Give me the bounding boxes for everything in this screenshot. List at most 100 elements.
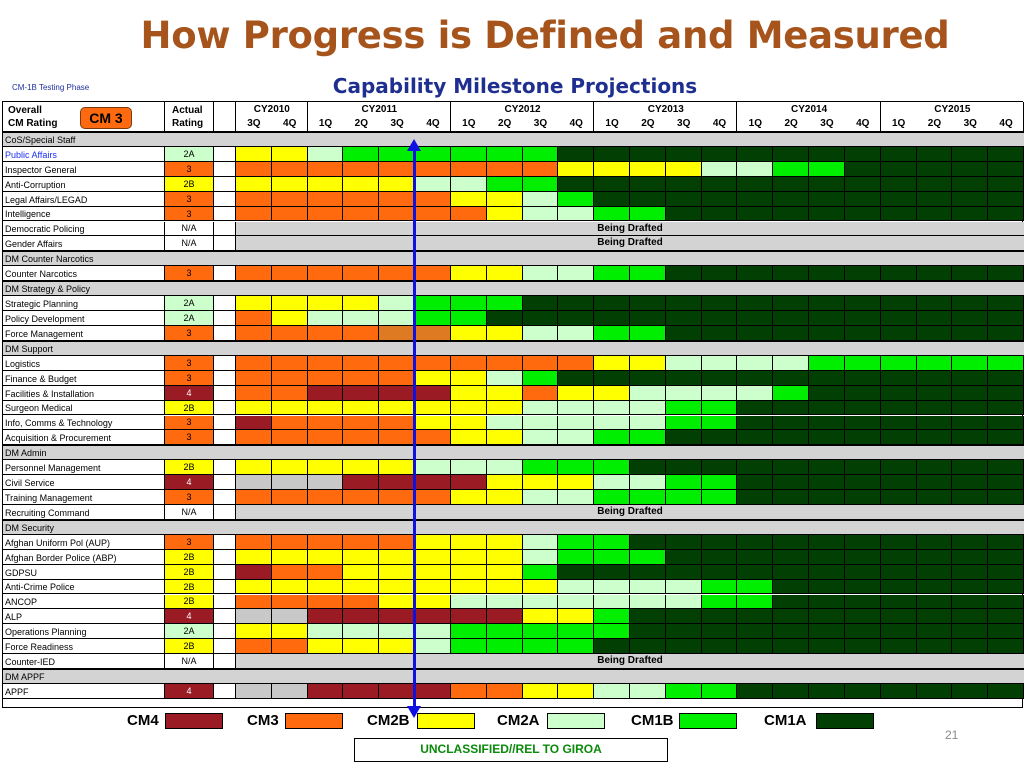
milestone-cell [343, 326, 380, 341]
milestone-cell [379, 161, 416, 177]
rating-cell: 2B [165, 579, 214, 595]
milestone-cell [486, 206, 523, 222]
milestone-cell [271, 594, 308, 610]
milestone-cell [486, 176, 523, 192]
milestone-cell [952, 326, 989, 341]
milestone-cell [629, 206, 666, 222]
milestone-cell [415, 370, 451, 386]
milestone-cell [880, 684, 917, 699]
milestone-cell [271, 161, 308, 177]
milestone-cell [809, 266, 845, 282]
milestone-cell [450, 296, 487, 312]
milestone-cell [773, 639, 810, 655]
spacer-cell [214, 147, 236, 162]
milestone-cell [236, 370, 272, 386]
table-row: Afghan Border Police (ABP) 2B [3, 549, 1024, 565]
spacer-cell [214, 609, 236, 625]
milestone-cell [486, 624, 523, 640]
milestone-cell [379, 594, 416, 610]
spacer-cell [214, 505, 236, 520]
milestone-cell [558, 206, 595, 222]
milestone-cell [558, 684, 595, 699]
row-name: Operations Planning [3, 624, 165, 640]
milestone-cell [701, 609, 738, 625]
milestone-cell [522, 594, 559, 610]
milestone-cell [415, 311, 451, 326]
milestone-cell [844, 147, 881, 162]
milestone-cell [486, 684, 523, 699]
milestone-cell [629, 579, 666, 595]
milestone-cell [701, 326, 738, 341]
spacer-cell [214, 296, 236, 312]
milestone-cell [629, 639, 666, 655]
year-header-cell: CY2013 1Q 2Q 3Q 4Q [594, 102, 738, 132]
table-row: Training Management 3 [3, 490, 1024, 505]
section-label: DM Support [5, 343, 54, 354]
legend-label: CM2B [367, 712, 410, 729]
milestone-cell [809, 206, 845, 222]
spacer-cell [214, 370, 236, 386]
milestone-cell [379, 176, 416, 192]
milestone-cell [236, 639, 272, 655]
milestone-cell [450, 415, 487, 431]
row-name: Recruiting Command [3, 505, 165, 520]
row-name: Inspector General [3, 161, 165, 177]
milestone-cell [486, 639, 523, 655]
milestone-cell [844, 534, 881, 550]
milestone-cell [916, 460, 953, 476]
milestone-cell [343, 684, 380, 699]
milestone-cell [773, 370, 810, 386]
milestone-cell [844, 564, 881, 580]
rating-cell: 3 [165, 355, 214, 371]
milestone-cell [343, 161, 380, 177]
milestone-cell [773, 266, 810, 282]
milestone-cell [522, 564, 559, 580]
milestone-cell [271, 430, 308, 446]
milestone-cell [916, 326, 953, 341]
rating-cell: 2B [165, 460, 214, 476]
milestone-cell [809, 475, 845, 491]
milestone-cell [773, 624, 810, 640]
milestone-cell [450, 370, 487, 386]
row-name: Civil Service [3, 475, 165, 491]
milestone-cell [307, 490, 344, 505]
milestone-cell [558, 594, 595, 610]
milestone-cell [880, 579, 917, 595]
year-label: CY2013 [647, 104, 684, 115]
milestone-cell [701, 430, 738, 446]
page-number: 21 [945, 728, 959, 742]
milestone-cell [988, 460, 1024, 476]
section-label: DM Security [5, 522, 55, 533]
milestone-cell [486, 370, 523, 386]
milestone-cell [271, 415, 308, 431]
milestone-cell [988, 564, 1024, 580]
milestone-cell [952, 475, 989, 491]
section-label: DM Counter Narcotics [5, 254, 94, 265]
quarter-label: 1Q [318, 118, 333, 129]
row-name: Info, Comms & Technology [3, 415, 165, 431]
milestone-cell [880, 609, 917, 625]
milestone-cell [952, 311, 989, 326]
milestone-cell [737, 385, 774, 401]
milestone-cell [415, 460, 451, 476]
milestone-cell [271, 206, 308, 222]
milestone-cell [307, 430, 344, 446]
milestone-cell [665, 624, 702, 640]
legend-label: CM2A [497, 712, 540, 729]
milestone-cell [343, 624, 380, 640]
milestone-cell [916, 415, 953, 431]
milestone-cell [916, 639, 953, 655]
milestone-cell [773, 385, 810, 401]
milestone-cell [701, 415, 738, 431]
milestone-cell [952, 206, 989, 222]
milestone-cell [594, 266, 630, 282]
milestone-cell [307, 311, 344, 326]
milestone-cell [236, 400, 272, 416]
milestone-cell [343, 296, 380, 312]
milestone-cell [773, 161, 810, 177]
milestone-cell [522, 266, 559, 282]
milestone-cell [952, 564, 989, 580]
milestone-cell [737, 296, 774, 312]
milestone-cell [379, 206, 416, 222]
row-name: Afghan Border Police (ABP) [3, 549, 165, 565]
